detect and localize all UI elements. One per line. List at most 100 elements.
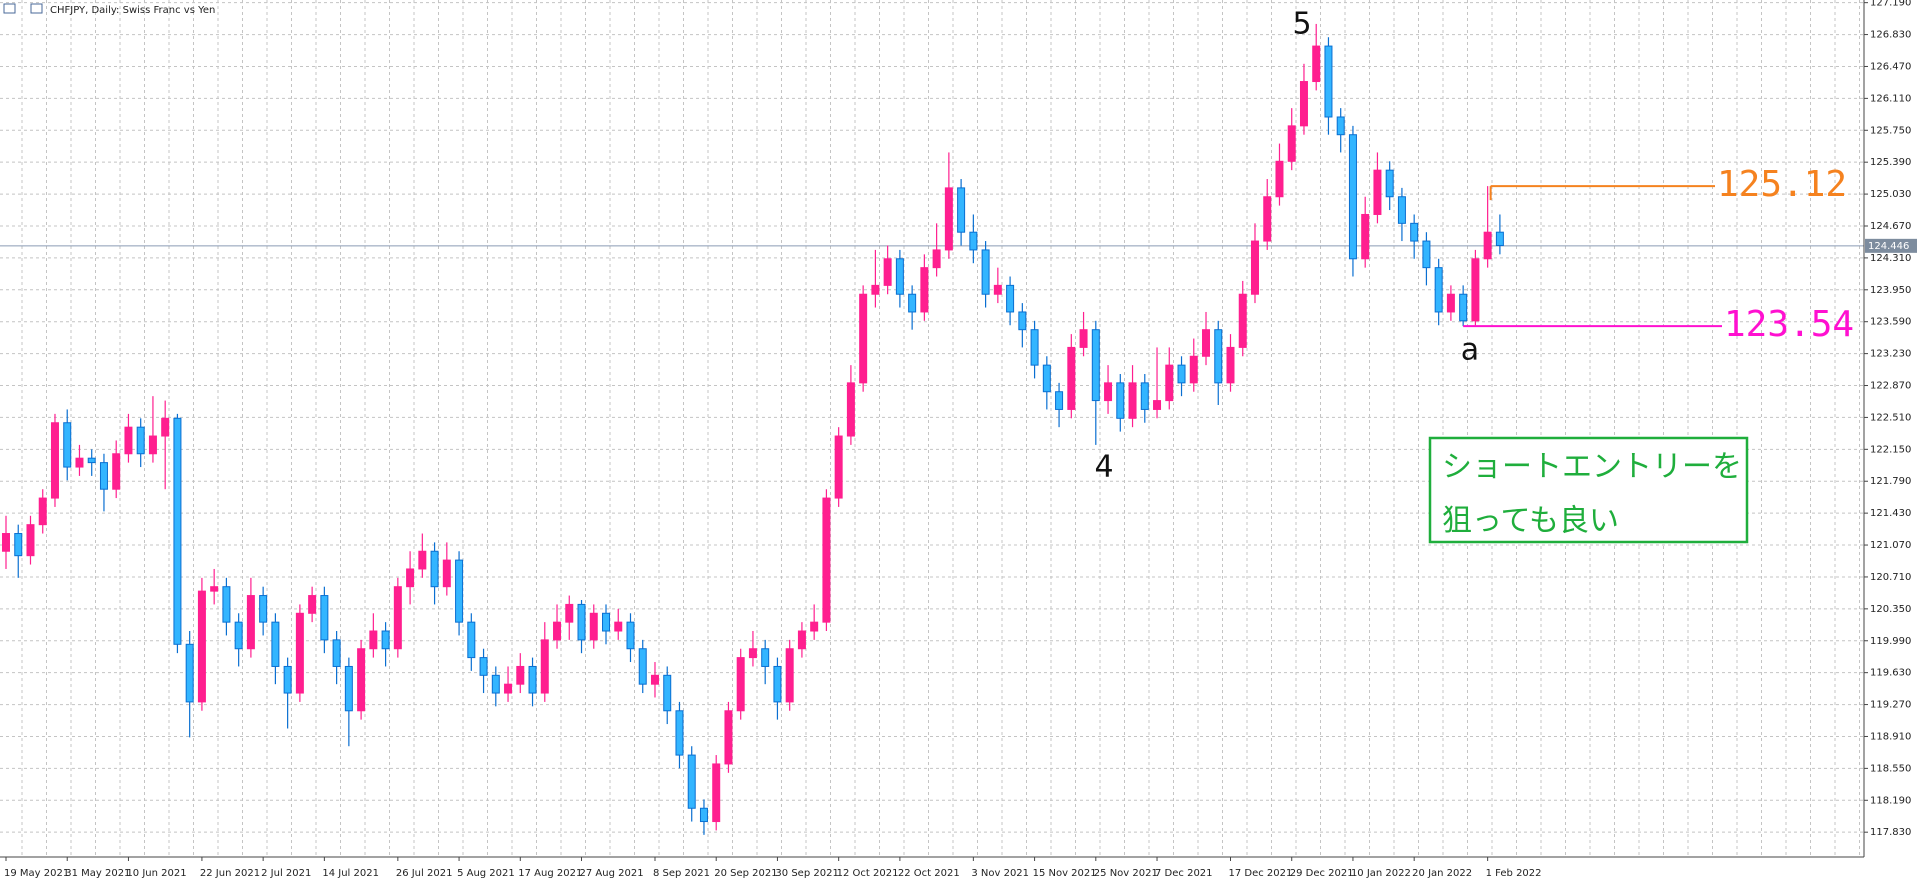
candle-body <box>1434 267 1443 313</box>
candle-body <box>981 249 990 295</box>
y-tick-label: 118.190 <box>1870 795 1911 806</box>
candle-body <box>467 621 476 659</box>
level-label: 125.12 <box>1717 164 1847 205</box>
toolbar-icon[interactable] <box>3 3 16 14</box>
y-tick-label: 123.590 <box>1870 317 1911 328</box>
candle-body <box>589 612 598 641</box>
candle-body <box>687 754 696 809</box>
candle-body <box>626 621 635 650</box>
x-tick-label: 31 May 2021 <box>65 868 130 879</box>
y-tick-label: 120.350 <box>1870 604 1911 615</box>
y-tick-label: 124.670 <box>1870 221 1911 232</box>
current-price-label: 124.446 <box>1868 241 1909 252</box>
x-tick-label: 25 Nov 2021 <box>1094 868 1158 879</box>
candle-body <box>455 559 464 623</box>
candle-body <box>381 630 390 650</box>
chart-title: CHFJPY, Daily: Swiss Franc vs Yen <box>50 5 215 16</box>
x-tick-label: 17 Dec 2021 <box>1229 868 1293 879</box>
candle-body <box>1422 240 1431 269</box>
candle-body <box>1483 231 1492 260</box>
x-tick-label: 17 Aug 2021 <box>518 868 582 879</box>
candle-body <box>944 187 953 251</box>
candle-body <box>797 630 806 650</box>
y-tick-label: 123.950 <box>1870 285 1911 296</box>
candle-body <box>393 586 402 650</box>
candle-body <box>1091 329 1100 402</box>
candle-body <box>26 524 35 557</box>
candle-body <box>748 648 757 659</box>
y-tick-label: 119.990 <box>1870 636 1911 647</box>
candle-body <box>1471 258 1480 322</box>
candle-body <box>491 674 500 694</box>
x-tick-label: 27 Aug 2021 <box>580 868 644 879</box>
y-tick-label: 121.430 <box>1870 508 1911 519</box>
x-tick-label: 20 Sep 2021 <box>714 868 777 879</box>
x-tick-label: 10 Jun 2021 <box>126 868 186 879</box>
candle-body <box>308 595 317 614</box>
candle-body <box>1079 329 1088 348</box>
y-tick-label: 121.070 <box>1870 540 1911 551</box>
candle-body <box>822 497 831 623</box>
candle-body <box>663 674 672 712</box>
candle-body <box>540 639 549 694</box>
candle-body <box>1042 364 1051 393</box>
toolbar-icon[interactable] <box>30 3 43 14</box>
candle-body <box>859 293 868 384</box>
x-tick-label: 29 Dec 2021 <box>1290 868 1354 879</box>
candle-body <box>63 422 72 468</box>
candle-body <box>173 417 182 645</box>
candle-body <box>369 630 378 650</box>
candle-body <box>773 665 782 703</box>
candle-body <box>1446 293 1455 313</box>
candle-body <box>38 497 47 526</box>
candle-body <box>553 621 562 641</box>
wave-label: 5 <box>1292 7 1311 42</box>
candle-body <box>1214 329 1223 384</box>
candle-body <box>418 550 427 570</box>
candle-body <box>185 643 194 703</box>
x-tick-label: 22 Jun 2021 <box>200 868 260 879</box>
y-tick-label: 126.830 <box>1870 30 1911 41</box>
candle-body <box>1018 311 1027 331</box>
candle-body <box>1165 364 1174 402</box>
candle-body <box>969 231 978 251</box>
candle-body <box>736 657 745 712</box>
x-tick-label: 5 Aug 2021 <box>457 868 515 879</box>
y-tick-label: 124.310 <box>1870 253 1911 264</box>
candle-body <box>283 665 292 694</box>
current-price-box <box>1865 238 1917 253</box>
x-tick-label: 10 Jan 2022 <box>1351 868 1411 879</box>
candle-body <box>1324 45 1333 118</box>
candle-body <box>14 533 23 557</box>
y-tick-label: 123.230 <box>1870 349 1911 360</box>
x-tick-label: 26 Jul 2021 <box>396 868 453 879</box>
y-tick-label: 120.710 <box>1870 572 1911 583</box>
note-text: ショートエントリーを <box>1442 450 1742 485</box>
y-tick-label: 119.270 <box>1870 700 1911 711</box>
candle-body <box>148 435 157 455</box>
x-tick-label: 14 Jul 2021 <box>322 868 379 879</box>
candle-body <box>1361 213 1370 260</box>
candle-body <box>75 457 84 468</box>
y-tick-label: 121.790 <box>1870 476 1911 487</box>
candle-body <box>895 258 904 295</box>
y-tick-label: 126.470 <box>1870 61 1911 72</box>
candle-body <box>161 417 170 437</box>
candle-body <box>675 710 684 756</box>
candle-body <box>406 568 415 588</box>
candle-body <box>295 612 304 694</box>
x-tick-label: 7 Dec 2021 <box>1155 868 1213 879</box>
candle-body <box>761 648 770 667</box>
candle-body <box>320 595 329 641</box>
candle-body <box>246 595 255 650</box>
candle-body <box>197 590 206 703</box>
candle-body <box>712 763 721 823</box>
y-tick-label: 122.510 <box>1870 412 1911 423</box>
candle-body <box>1177 364 1186 384</box>
wave-label: 4 <box>1094 450 1113 485</box>
candle-body <box>1116 382 1125 419</box>
candle-body <box>1275 160 1284 198</box>
candle-body <box>846 382 855 437</box>
candle-body <box>50 422 59 499</box>
candle-body <box>430 550 439 588</box>
